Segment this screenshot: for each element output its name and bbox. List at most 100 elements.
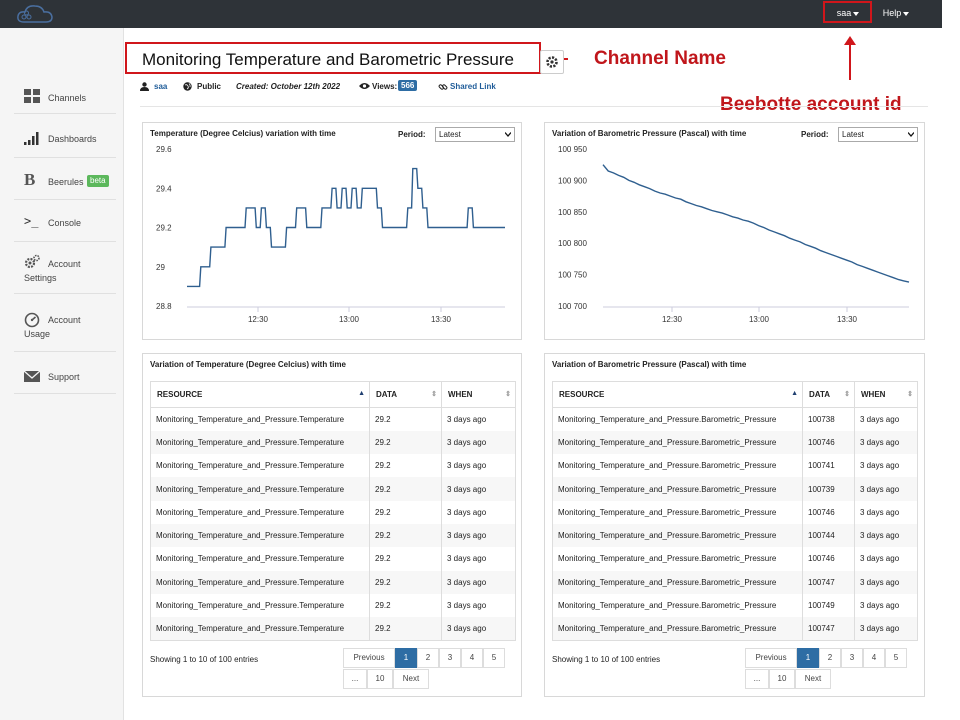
- cloud-logo-icon: [17, 5, 53, 23]
- next-page-button[interactable]: Next: [393, 669, 429, 689]
- previous-page-button[interactable]: Previous: [745, 648, 797, 668]
- cell-data: 29.2: [369, 523, 442, 548]
- cell-when: 3 days ago: [441, 500, 516, 524]
- sidebar-item-dashboards[interactable]: Dashboards: [14, 118, 116, 158]
- chevron-down-icon: [908, 132, 914, 137]
- channel-name-annotation: Channel Name: [594, 48, 726, 69]
- page-button-1[interactable]: 1: [395, 648, 417, 668]
- cell-data: 100741: [802, 454, 855, 478]
- table-row: Monitoring_Temperature_and_Pressure.Baro…: [552, 547, 918, 571]
- account-id-annotation: Beebotte account id: [720, 94, 902, 115]
- channel-owner-link[interactable]: saa: [154, 82, 168, 91]
- page-button-5[interactable]: 5: [885, 648, 907, 668]
- table-row: Monitoring_Temperature_and_Pressure.Baro…: [552, 570, 918, 594]
- y-tick-label: 29: [156, 263, 165, 272]
- page-button-3[interactable]: 3: [439, 648, 461, 668]
- cell-resource: Monitoring_Temperature_and_Pressure.Temp…: [150, 407, 370, 431]
- table-row: Monitoring_Temperature_and_Pressure.Baro…: [552, 593, 918, 618]
- cell-resource: Monitoring_Temperature_and_Pressure.Temp…: [150, 477, 370, 501]
- temperature-data-table: RESOURCE ▲ DATA ⇕ WHEN ⇕ Monitoring_Tempera…: [150, 381, 516, 641]
- column-header-data[interactable]: DATA ⇕: [369, 381, 442, 408]
- x-tick-label: 13:00: [749, 315, 770, 324]
- cell-data: 29.2: [369, 477, 442, 501]
- pagination: Previous 1 2 3 4 5... 10 Next: [343, 648, 513, 692]
- table-row: Monitoring_Temperature_and_Pressure.Baro…: [552, 407, 918, 431]
- table-row: Monitoring_Temperature_and_Pressure.Temp…: [150, 500, 516, 524]
- period-select[interactable]: Latest: [435, 127, 515, 142]
- column-header-data[interactable]: DATA ⇕: [802, 381, 855, 408]
- page-button-2[interactable]: 2: [819, 648, 841, 668]
- channel-settings-button[interactable]: [540, 50, 564, 74]
- terminal-icon: >_: [24, 214, 39, 228]
- sidebar-item-support[interactable]: Support: [14, 358, 116, 394]
- globe-icon: [183, 82, 192, 93]
- table-row: Monitoring_Temperature_and_Pressure.Temp…: [150, 570, 516, 594]
- sidebar-item-account-settings[interactable]: Account Settings: [14, 246, 116, 294]
- cell-data: 29.2: [369, 454, 442, 478]
- table-row: Monitoring_Temperature_and_Pressure.Baro…: [552, 617, 918, 641]
- sidebar-item-account-usage[interactable]: Account Usage: [14, 302, 116, 352]
- shared-link[interactable]: Shared Link: [450, 82, 496, 91]
- chevron-down-icon: [505, 132, 511, 137]
- top-navbar: saa Help: [0, 0, 942, 28]
- page-button-last[interactable]: 10: [367, 669, 393, 689]
- table-row: Monitoring_Temperature_and_Pressure.Temp…: [150, 430, 516, 455]
- cell-when: 3 days ago: [441, 617, 516, 641]
- cell-when: 3 days ago: [441, 523, 516, 548]
- page-ellipsis-button[interactable]: ...: [745, 669, 769, 689]
- cell-resource: Monitoring_Temperature_and_Pressure.Baro…: [552, 593, 803, 618]
- cell-when: 3 days ago: [854, 523, 918, 548]
- help-menu[interactable]: Help: [876, 4, 916, 22]
- user-account-menu[interactable]: saa: [828, 4, 868, 22]
- chart-title: Variation of Barometric Pressure (Pascal…: [552, 129, 747, 138]
- cell-resource: Monitoring_Temperature_and_Pressure.Temp…: [150, 570, 370, 594]
- column-header-when[interactable]: WHEN ⇕: [854, 381, 918, 408]
- user-account-label: saa: [836, 8, 852, 18]
- page-ellipsis-button[interactable]: ...: [343, 669, 367, 689]
- x-tick-label: 12:30: [248, 315, 269, 324]
- y-tick-label: 100 950: [558, 145, 587, 154]
- cell-data: 100738: [802, 407, 855, 431]
- grid-icon: [24, 89, 40, 103]
- page-button-1[interactable]: 1: [797, 648, 819, 668]
- table-row: Monitoring_Temperature_and_Pressure.Baro…: [552, 500, 918, 524]
- page-button-4[interactable]: 4: [863, 648, 885, 668]
- cell-resource: Monitoring_Temperature_and_Pressure.Temp…: [150, 523, 370, 548]
- column-header-label: DATA: [809, 390, 831, 399]
- divider: [140, 106, 928, 107]
- column-header-when[interactable]: WHEN ⇕: [441, 381, 516, 408]
- beebotte-logo[interactable]: [14, 2, 66, 31]
- sidebar-item-beerules[interactable]: B Beerules beta: [14, 162, 116, 200]
- sidebar-item-console[interactable]: >_ Console: [14, 204, 116, 242]
- period-select[interactable]: Latest: [838, 127, 918, 142]
- column-header-label: DATA: [376, 390, 398, 399]
- column-header-resource[interactable]: RESOURCE ▲: [552, 381, 803, 408]
- temperature-line-chart: 29.6 29.4 29.2 29 28.8 12:30 13:00 13:30: [156, 145, 505, 324]
- main-content: Monitoring Temperature and Barometric Pr…: [124, 28, 942, 720]
- previous-page-button[interactable]: Previous: [343, 648, 395, 668]
- sidebar-item-channels[interactable]: Channels: [14, 76, 116, 114]
- column-header-resource[interactable]: RESOURCE ▲: [150, 381, 370, 408]
- caret-down-icon: [903, 11, 910, 16]
- sidebar-item-label: Channels: [48, 93, 87, 103]
- caret-down-icon: [853, 11, 860, 16]
- page-button-last[interactable]: 10: [769, 669, 795, 689]
- page-button-4[interactable]: 4: [461, 648, 483, 668]
- cell-when: 3 days ago: [441, 547, 516, 571]
- page-button-3[interactable]: 3: [841, 648, 863, 668]
- views-label: Views:: [372, 82, 398, 91]
- temperature-chart-panel: Temperature (Degree Celcius) variation w…: [142, 122, 522, 340]
- eye-icon: [359, 82, 370, 92]
- table-row: Monitoring_Temperature_and_Pressure.Baro…: [552, 454, 918, 478]
- column-header-label: WHEN: [861, 390, 886, 399]
- sidebar-item-label: Account: [48, 259, 81, 269]
- period-label: Period:: [801, 130, 829, 139]
- next-page-button[interactable]: Next: [795, 669, 831, 689]
- page-button-5[interactable]: 5: [483, 648, 505, 668]
- cell-data: 100744: [802, 523, 855, 548]
- cell-data: 29.2: [369, 500, 442, 524]
- gear-icon: [546, 56, 558, 68]
- column-header-label: RESOURCE: [559, 390, 605, 399]
- page-button-2[interactable]: 2: [417, 648, 439, 668]
- entries-info: Showing 1 to 10 of 100 entries: [150, 655, 259, 664]
